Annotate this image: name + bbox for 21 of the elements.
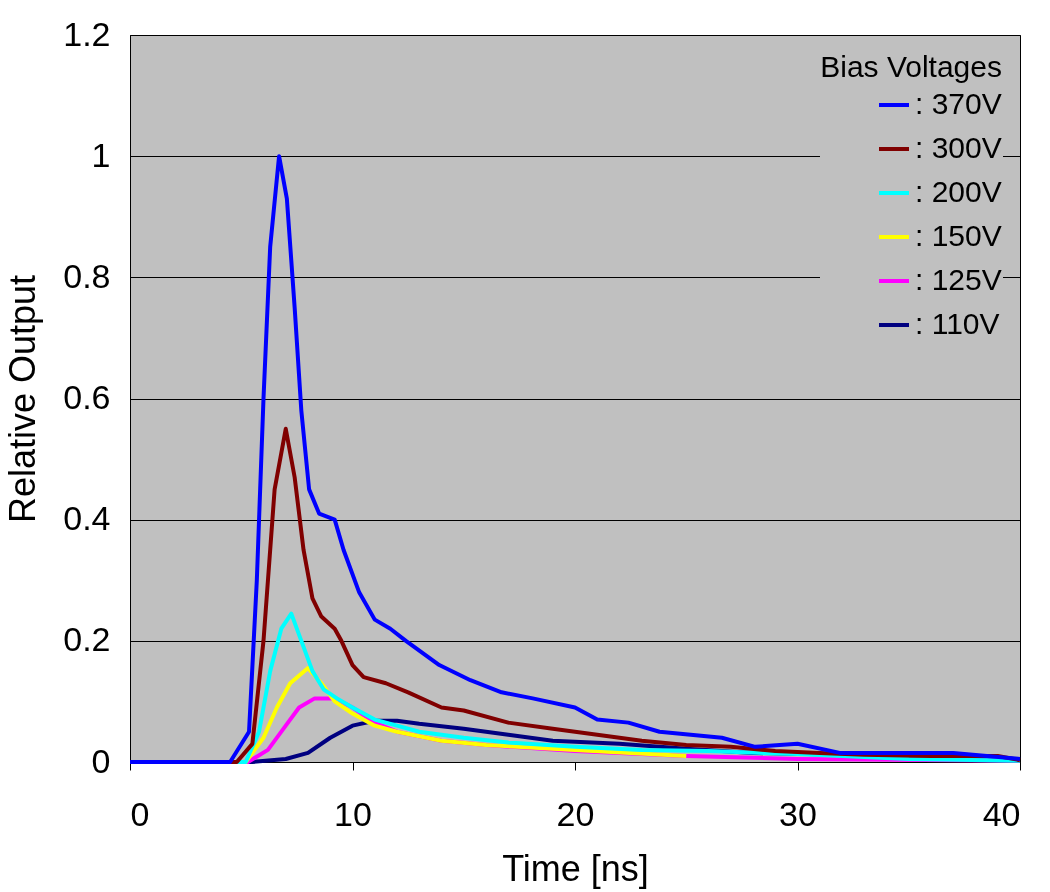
legend-title: Bias Voltages <box>820 50 1002 83</box>
legend-label: : 150V <box>915 219 1002 252</box>
x-tick-label: 10 <box>334 794 372 833</box>
y-tick-label: 0.6 <box>63 378 111 416</box>
y-tick-label: 1.2 <box>63 14 111 53</box>
x-tick-label: 0 <box>130 794 150 833</box>
y-tick-label: 0 <box>91 741 111 780</box>
x-tick-label: 40 <box>982 794 1021 833</box>
x-tick-label: 20 <box>556 794 595 833</box>
y-tick-label: 0.2 <box>63 620 111 659</box>
x-tick-label: 30 <box>779 794 817 833</box>
y-axis-title: Relative Output <box>2 274 44 524</box>
legend-label: : 370V <box>915 87 1002 120</box>
x-axis-title: Time [ns] <box>502 847 649 889</box>
y-tick-label: 0.8 <box>63 256 111 295</box>
legend-label: : 300V <box>915 131 1002 164</box>
y-tick-label: 1 <box>91 135 111 174</box>
legend-label: : 125V <box>915 263 1002 296</box>
legend-label: : 110V <box>915 307 1000 340</box>
y-tick-label: 0.4 <box>63 499 111 538</box>
legend-label: : 200V <box>915 175 1002 208</box>
